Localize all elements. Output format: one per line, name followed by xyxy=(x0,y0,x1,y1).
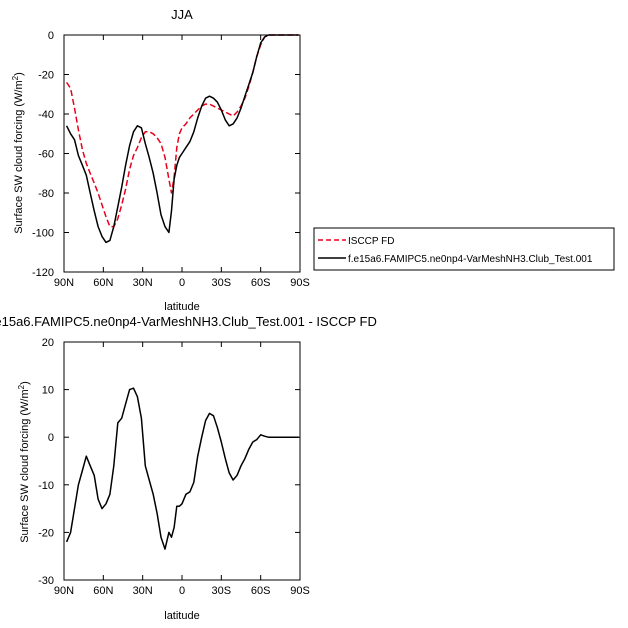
bottom-x-tick-label: 90S xyxy=(290,585,310,597)
top-y-tick-label: -40 xyxy=(38,109,54,121)
legend: ISCCP FD f.e15a6.FAMIPC5.ne0np4-VarMeshN… xyxy=(313,227,615,271)
top-y-axis-title: Surface SW cloud forcing (W/m2) xyxy=(11,72,25,234)
bottom-y-axis-title-close: ) xyxy=(19,381,31,385)
bottom-x-tick-label: 90N xyxy=(54,585,74,597)
top-y-tick-label: -120 xyxy=(32,267,54,279)
bottom-plot-frame xyxy=(63,341,301,581)
top-x-tick-label: 90N xyxy=(54,277,74,289)
bottom-series-0-line xyxy=(65,387,299,550)
bottom-x-tick-label: 30S xyxy=(212,585,232,597)
bottom-chart: f.e15a6.FAMIPC5.ne0np4-VarMeshNH3.Club_T… xyxy=(0,314,377,622)
bottom-plot-area: 90N 60N 30N 0 30S 60S 90S 20 10 0 -10 -20 -30 xyxy=(38,337,310,597)
bottom-x-axis-title: latitude xyxy=(164,610,199,622)
legend-label-isccp: ISCCP FD xyxy=(348,236,395,247)
bottom-y-axis-title-sup: 2 xyxy=(17,384,26,389)
top-y-tick-label: -20 xyxy=(38,70,54,82)
top-x-tick-label: 60N xyxy=(93,277,113,289)
bottom-y-tick-label: -30 xyxy=(38,575,54,587)
bottom-y-tick-label: -10 xyxy=(38,480,54,492)
top-x-tick-label: 90S xyxy=(290,277,310,289)
bottom-x-tick-label: 60S xyxy=(251,585,271,597)
top-x-tick-label: 30N xyxy=(133,277,153,289)
top-x-tick-label: 60S xyxy=(251,277,271,289)
bottom-x-tick-label: 30N xyxy=(133,585,153,597)
top-x-axis-title: latitude xyxy=(164,301,199,313)
top-y-tick-label: 0 xyxy=(48,30,54,42)
top-y-axis-title-sup: 2 xyxy=(11,75,20,80)
top-y-tick-label: -80 xyxy=(38,188,54,200)
top-y-axis-title-close: ) xyxy=(13,72,25,76)
top-y-tick-label: -60 xyxy=(38,149,54,161)
bottom-y-tick-label: 0 xyxy=(48,432,54,444)
bottom-x-tick-label: 0 xyxy=(179,585,185,597)
top-y-axis-title-text: Surface SW cloud forcing (W/m xyxy=(13,80,25,233)
top-chart: JJA 90N 60N 30N 0 30S 60S 90S 0 -20 -40 -60 -80 -100… xyxy=(11,7,310,313)
top-x-tick-label: 30S xyxy=(212,277,232,289)
top-series-1-line xyxy=(65,34,299,244)
bottom-x-tick-label: 60N xyxy=(93,585,113,597)
legend-label-model: f.e15a6.FAMIPC5.ne0np4-VarMeshNH3.Club_T… xyxy=(348,254,593,265)
legend-box xyxy=(313,227,615,271)
bottom-y-tick-label: 10 xyxy=(42,385,54,397)
bottom-chart-title: f.e15a6.FAMIPC5.ne0np4-VarMeshNH3.Club_T… xyxy=(0,314,377,329)
top-y-tick-label: -100 xyxy=(32,228,54,240)
bottom-y-axis-title: Surface SW cloud forcing (W/m2) xyxy=(17,381,31,543)
bottom-y-axis-title-text: Surface SW cloud forcing (W/m xyxy=(19,389,31,542)
top-series-0-line xyxy=(65,34,299,228)
top-x-tick-label: 0 xyxy=(179,277,185,289)
bottom-y-tick-label: 20 xyxy=(42,337,54,349)
top-plot-area: 90N 60N 30N 0 30S 60S 90S 0 -20 -40 -60 -80 -100 -120 xyxy=(32,30,310,289)
top-chart-title: JJA xyxy=(171,7,193,22)
bottom-y-tick-label: -20 xyxy=(38,527,54,539)
